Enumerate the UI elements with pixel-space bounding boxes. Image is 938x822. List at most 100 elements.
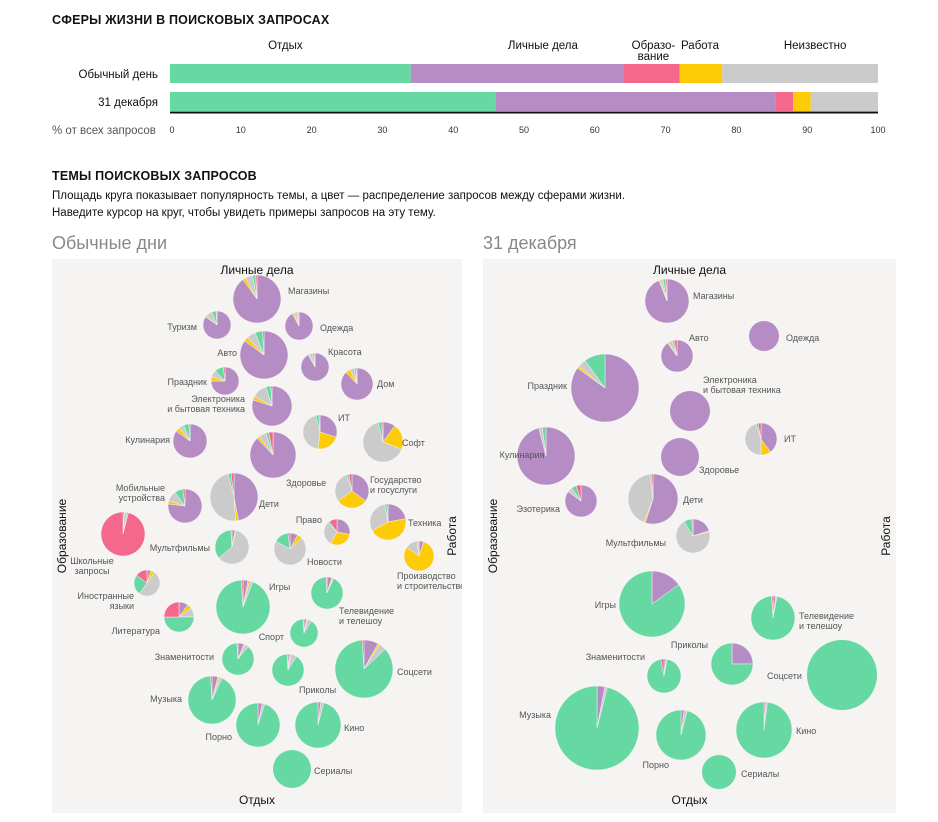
normal-сериалы-slice-rest[interactable]	[273, 750, 311, 788]
normal-электроника-и-бытовая-техника-slice-education[interactable]	[270, 385, 273, 407]
dec31-авто-slice-education[interactable]	[673, 339, 678, 357]
dec31-кино-bubble[interactable]	[735, 701, 793, 759]
normal-иностранные-языки-bubble[interactable]	[133, 569, 161, 597]
dec31-здоровье-slice-personal[interactable]	[661, 438, 699, 476]
dec31-эзотерика-slice-education[interactable]	[575, 484, 582, 502]
dec31-ит-bubble[interactable]	[744, 422, 778, 456]
dec31-ит-slice-personal[interactable]	[760, 422, 778, 453]
normal-авто-slice-education[interactable]	[262, 330, 265, 356]
normal-ит-slice-personal[interactable]	[319, 414, 338, 438]
normal-дети-bubble[interactable]	[209, 472, 259, 522]
dec31-здоровье-bubble[interactable]	[661, 438, 699, 476]
normal-государство-и-госуслуги-slice-education[interactable]	[348, 473, 353, 492]
normal-знаменитости-slice-education[interactable]	[236, 642, 239, 660]
dec31-соцсети-slice-rest[interactable]	[807, 640, 877, 710]
normal-игры-slice-education[interactable]	[241, 579, 244, 608]
normal-знаменитости-slice-rest[interactable]	[221, 642, 255, 676]
normal-государство-и-госуслуги-slice-personal[interactable]	[351, 473, 370, 502]
dec31-электроника-и-бытовая-техника-bubble[interactable]	[670, 391, 710, 431]
normal-дети-slice-unknown[interactable]	[209, 473, 236, 522]
normal-порно-slice-rest[interactable]	[235, 702, 281, 748]
normal-спорт-bubble[interactable]	[289, 618, 319, 648]
dec31-сериалы-slice-rest[interactable]	[702, 755, 736, 789]
normal-туризм-slice-education[interactable]	[215, 310, 218, 326]
dec31-мультфильмы-slice-unknown[interactable]	[675, 521, 711, 554]
normal-мультфильмы-slice-education[interactable]	[230, 529, 233, 548]
dec31-мультфильмы-slice-education[interactable]	[691, 518, 694, 537]
normal-техника-slice-work[interactable]	[371, 518, 407, 541]
normal-литература-slice-education[interactable]	[163, 601, 180, 618]
normal-дети-slice-education[interactable]	[230, 472, 235, 498]
normal-школьные-запросы-slice-education[interactable]	[100, 511, 146, 557]
normal-право-bubble[interactable]	[323, 518, 351, 546]
normal-иностранные-языки-slice-education[interactable]	[136, 569, 148, 584]
dec31-авто-bubble[interactable]	[660, 339, 694, 373]
normal-дом-slice-education[interactable]	[355, 367, 358, 385]
dec31-музыка-slice-rest[interactable]	[554, 685, 640, 771]
dec31-музыка-bubble[interactable]	[554, 685, 640, 771]
normal-право-slice-education[interactable]	[329, 518, 338, 533]
dec31-праздник-bubble[interactable]	[570, 353, 640, 423]
dec31-кулинария-bubble[interactable]	[516, 426, 576, 486]
dec31-игры-bubble[interactable]	[618, 570, 686, 638]
dec31-приколы-bubble[interactable]	[710, 642, 754, 686]
normal-игры-bubble[interactable]	[215, 579, 271, 635]
dec31-телевидение-и-телешоу-bubble[interactable]	[750, 595, 796, 641]
normal-ит-bubble[interactable]	[302, 414, 338, 450]
dec31-порно-bubble[interactable]	[655, 709, 707, 761]
normal-электроника-и-бытовая-техника-bubble[interactable]	[251, 385, 293, 427]
dec31-дети-slice-unknown[interactable]	[627, 473, 654, 523]
dec31-одежда-slice-personal[interactable]	[749, 321, 779, 351]
normal-школьные-запросы-bubble[interactable]	[100, 511, 146, 557]
normal-кулинария-bubble[interactable]	[172, 423, 208, 459]
normal-софт-slice-education[interactable]	[381, 421, 384, 443]
normal-здоровье-bubble[interactable]	[249, 431, 297, 479]
dec31-приколы-slice-rest[interactable]	[710, 642, 754, 686]
normal-музыка-slice-education[interactable]	[210, 675, 213, 701]
normal-телевидение-и-телешоу-slice-education[interactable]	[325, 576, 328, 594]
dec31-знаменитости-slice-education[interactable]	[660, 658, 665, 677]
normal-праздник-slice-education[interactable]	[222, 366, 226, 382]
normal-новости-bubble[interactable]	[273, 532, 307, 566]
normal-софт-bubble[interactable]	[362, 421, 404, 463]
normal-техника-slice-unknown[interactable]	[369, 504, 389, 532]
normal-спорт-slice-rest[interactable]	[289, 618, 319, 648]
normal-мобильные-устройства-bubble[interactable]	[167, 488, 203, 524]
normal-порно-bubble[interactable]	[235, 702, 281, 748]
dec31-ит-slice-unknown[interactable]	[744, 423, 762, 456]
dec31-телевидение-и-телешоу-slice-education[interactable]	[771, 595, 774, 619]
normal-здоровье-slice-education[interactable]	[268, 431, 274, 456]
dec31-кино-slice-rest[interactable]	[735, 701, 793, 759]
normal-магазины-slice-education[interactable]	[255, 274, 258, 300]
normal-сериалы-bubble[interactable]	[273, 750, 311, 788]
normal-приколы-bubble[interactable]	[271, 653, 305, 687]
dec31-мультфильмы-bubble[interactable]	[675, 518, 711, 554]
normal-мультфильмы-slice-unknown[interactable]	[218, 530, 250, 565]
dec31-соцсети-bubble[interactable]	[807, 640, 877, 710]
normal-знаменитости-bubble[interactable]	[221, 642, 255, 676]
normal-туризм-bubble[interactable]	[202, 310, 232, 340]
normal-государство-и-госуслуги-slice-work[interactable]	[337, 490, 367, 509]
normal-ит-slice-unknown[interactable]	[302, 415, 321, 450]
normal-кино-slice-rest[interactable]	[294, 701, 342, 749]
normal-дом-bubble[interactable]	[340, 367, 374, 401]
dec31-дети-bubble[interactable]	[627, 473, 679, 525]
normal-одежда-slice-education[interactable]	[297, 311, 300, 327]
normal-иностранные-языки-slice-unknown[interactable]	[139, 572, 161, 597]
normal-праздник-slice-personal[interactable]	[210, 366, 240, 396]
dec31-эзотерика-slice-personal[interactable]	[564, 484, 598, 518]
normal-техника-bubble[interactable]	[369, 503, 407, 541]
dec31-сериалы-bubble[interactable]	[702, 755, 736, 789]
normal-соцсети-slice-rest[interactable]	[334, 639, 394, 699]
dec31-электроника-и-бытовая-техника-slice-personal[interactable]	[670, 391, 710, 431]
normal-софт-slice-unknown[interactable]	[362, 422, 402, 463]
normal-телевидение-и-телешоу-bubble[interactable]	[310, 576, 344, 610]
normal-музыка-slice-rest[interactable]	[187, 675, 237, 725]
normal-государство-и-госуслуги-bubble[interactable]	[334, 473, 370, 509]
dec31-одежда-bubble[interactable]	[749, 321, 779, 351]
normal-производство-и-строительство-slice-education[interactable]	[417, 540, 420, 557]
normal-государство-и-госуслуги-slice-unknown[interactable]	[334, 474, 353, 502]
normal-красота-slice-education[interactable]	[313, 352, 316, 368]
dec31-игры-slice-rest[interactable]	[618, 570, 686, 638]
normal-мультфильмы-slice-rest[interactable]	[214, 529, 233, 559]
